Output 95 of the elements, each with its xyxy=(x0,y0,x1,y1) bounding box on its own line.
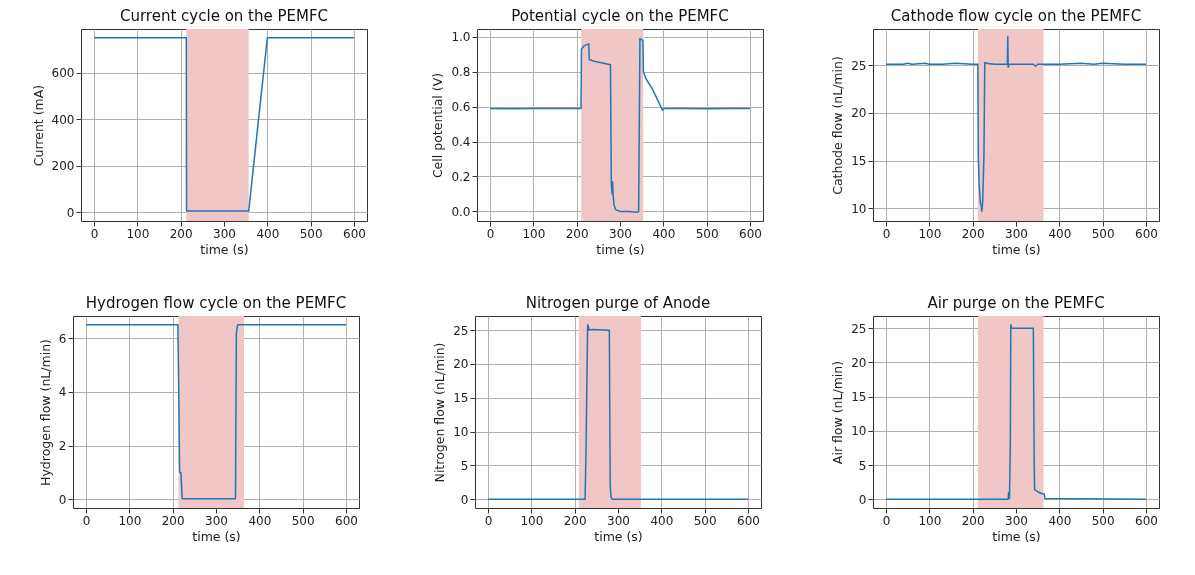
x-tick-label: 300 xyxy=(205,513,228,528)
y-tick-label: 0 xyxy=(460,492,469,507)
y-tick-label: 25 xyxy=(851,58,867,73)
y-tick-label: 10 xyxy=(851,201,867,216)
x-axis-title: time (s) xyxy=(992,528,1041,544)
y-tick-label: 0 xyxy=(58,492,67,507)
y-axis-title: Cell potential (V) xyxy=(430,72,446,179)
y-axis-title: Current (mA) xyxy=(30,84,46,167)
x-tick-label: 600 xyxy=(737,513,760,528)
x-tick-label: 300 xyxy=(609,226,632,241)
chart-title: Current cycle on the PEMFC xyxy=(119,7,328,25)
y-tick-label: 6 xyxy=(58,331,67,346)
x-tick-label: 500 xyxy=(291,513,315,528)
x-tick-label: 0 xyxy=(90,226,98,241)
x-tick-label: 300 xyxy=(212,226,236,241)
y-tick-label: 15 xyxy=(851,154,867,169)
x-tick-label: 500 xyxy=(1091,226,1115,241)
x-tick-label: 0 xyxy=(882,226,891,241)
x-axis-title: time (s) xyxy=(596,241,645,257)
line-series xyxy=(487,323,749,501)
x-tick-label: 400 xyxy=(650,513,674,528)
y-tick-label: 600 xyxy=(51,66,74,81)
x-tick-label: 600 xyxy=(1135,513,1158,528)
x-tick-label: 100 xyxy=(522,226,546,241)
y-tick-label: 20 xyxy=(851,355,867,370)
x-tick-label: 100 xyxy=(918,513,942,528)
y-tick-label: 0 xyxy=(858,492,867,507)
x-tick-label: 500 xyxy=(695,226,719,241)
x-tick-label: 0 xyxy=(82,513,91,528)
y-axis-title: Cathode flow (nL/min) xyxy=(830,56,846,195)
x-tick-label: 100 xyxy=(520,513,544,528)
x-axis-title: time (s) xyxy=(992,241,1041,257)
chart-title: Air purge on the PEMFC xyxy=(927,294,1105,312)
x-tick-label: 400 xyxy=(248,513,272,528)
y-tick-label: 200 xyxy=(51,159,74,174)
x-tick-label: 200 xyxy=(961,226,985,241)
y-tick-label: 15 xyxy=(851,390,867,405)
line-series xyxy=(885,324,1147,501)
x-tick-label: 100 xyxy=(125,226,149,241)
x-tick-label: 600 xyxy=(1135,226,1158,241)
x-tick-label: 300 xyxy=(1005,513,1028,528)
y-tick-label: 10 xyxy=(851,424,867,439)
y-tick-label: 0.0 xyxy=(451,204,471,219)
x-tick-label: 0 xyxy=(484,513,493,528)
x-tick-label: 500 xyxy=(299,226,323,241)
y-tick-label: 0 xyxy=(66,205,74,220)
x-tick-label: 200 xyxy=(169,226,193,241)
y-axis-title: Air flow (nL/min) xyxy=(830,360,846,465)
x-tick-label: 500 xyxy=(1091,513,1115,528)
y-tick-label: 5 xyxy=(460,458,469,473)
x-tick-label: 600 xyxy=(335,513,358,528)
y-tick-label: 2 xyxy=(58,439,67,454)
x-tick-label: 100 xyxy=(118,513,142,528)
x-tick-label: 600 xyxy=(739,226,762,241)
x-tick-label: 200 xyxy=(161,513,185,528)
chart-title: Nitrogen purge of Anode xyxy=(525,294,711,312)
x-tick-label: 400 xyxy=(1048,226,1072,241)
x-axis-title: time (s) xyxy=(594,528,643,544)
y-tick-label: 10 xyxy=(453,425,469,440)
x-axis-title: time (s) xyxy=(192,528,241,544)
y-tick-label: 0.6 xyxy=(451,100,471,115)
x-tick-label: 500 xyxy=(693,513,717,528)
line-series xyxy=(885,35,1147,213)
y-axis-title: Nitrogen flow (nL/min) xyxy=(432,342,448,483)
chart-title: Cathode flow cycle on the PEMFC xyxy=(890,7,1142,25)
x-tick-label: 300 xyxy=(607,513,630,528)
chart-title: Potential cycle on the PEMFC xyxy=(511,7,729,25)
y-tick-label: 25 xyxy=(851,321,867,336)
y-tick-label: 4 xyxy=(58,385,67,400)
y-tick-label: 15 xyxy=(453,391,469,406)
y-tick-label: 20 xyxy=(453,357,469,372)
x-tick-label: 400 xyxy=(652,226,676,241)
x-tick-label: 0 xyxy=(882,513,891,528)
x-tick-label: 400 xyxy=(1048,513,1072,528)
chart-title: Hydrogen flow cycle on the PEMFC xyxy=(85,294,347,312)
y-tick-label: 1.0 xyxy=(451,30,471,45)
x-tick-label: 200 xyxy=(563,513,587,528)
x-tick-label: 300 xyxy=(1005,226,1028,241)
x-tick-label: 200 xyxy=(961,513,985,528)
x-axis-title: time (s) xyxy=(199,241,249,257)
x-tick-label: 600 xyxy=(342,226,366,241)
y-tick-label: 400 xyxy=(51,112,74,127)
y-tick-label: 25 xyxy=(453,323,469,338)
x-tick-label: 200 xyxy=(565,226,589,241)
y-axis-title: Hydrogen flow (nL/min) xyxy=(37,339,53,486)
x-tick-label: 0 xyxy=(486,226,495,241)
x-tick-label: 400 xyxy=(255,226,279,241)
line-series xyxy=(489,37,751,214)
y-tick-label: 0.2 xyxy=(451,169,471,184)
line-series xyxy=(85,323,347,500)
x-tick-label: 100 xyxy=(918,226,942,241)
y-tick-label: 0.8 xyxy=(451,65,471,80)
y-tick-label: 5 xyxy=(858,458,867,473)
y-tick-label: 20 xyxy=(851,106,867,121)
y-tick-label: 0.4 xyxy=(451,135,471,150)
